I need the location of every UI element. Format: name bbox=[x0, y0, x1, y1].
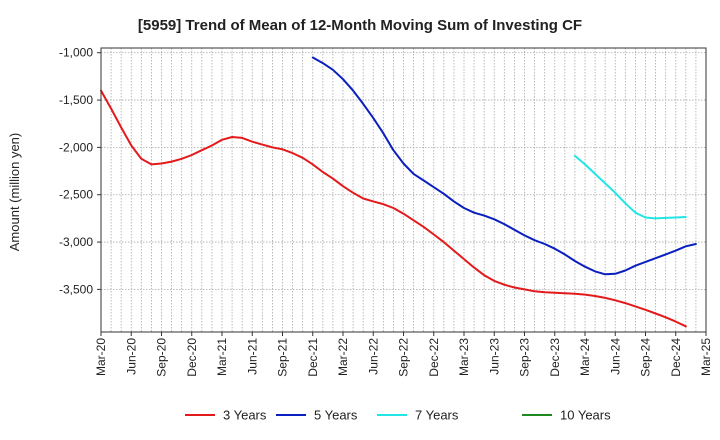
series-line-5-years bbox=[311, 56, 697, 276]
chart-title: [5959] Trend of Mean of 12-Month Moving … bbox=[138, 17, 582, 34]
y-tick-label: -2,000 bbox=[59, 140, 93, 154]
x-tick-label: Mar-20 bbox=[94, 338, 108, 376]
x-tick-label: Dec-21 bbox=[306, 338, 320, 377]
x-tick-label: Mar-25 bbox=[699, 338, 713, 376]
x-tick-label: Mar-21 bbox=[215, 338, 229, 376]
x-tick-label: Dec-22 bbox=[427, 338, 441, 377]
x-tick-label: Jun-22 bbox=[366, 338, 380, 375]
series-layer bbox=[100, 56, 697, 328]
x-tick-label: Jun-24 bbox=[608, 338, 622, 375]
legend-label: 3 Years bbox=[223, 408, 267, 423]
legend: 3 Years 5 Years 7 Years 10 Years bbox=[185, 408, 611, 423]
legend-label: 7 Years bbox=[415, 408, 459, 423]
y-tick-label: -3,000 bbox=[59, 235, 93, 249]
y-tick-label: -3,500 bbox=[59, 282, 93, 296]
x-axis-ticks: Mar-20 Jun-20 Sep-20 Dec-20 Mar-21 Jun-21 Sep-… bbox=[94, 332, 713, 377]
y-axis-label: Amount (million yen) bbox=[7, 133, 22, 252]
y-axis-ticks: -1,000 -1,500 -2,000 -2,500 -3,000 -3,500 bbox=[59, 46, 101, 296]
x-tick-label: Dec-20 bbox=[185, 338, 199, 377]
legend-label: 5 Years bbox=[314, 408, 358, 423]
x-tick-label: Sep-24 bbox=[639, 338, 653, 377]
y-tick-label: -2,500 bbox=[59, 188, 93, 202]
x-tick-label: Jun-20 bbox=[124, 338, 138, 375]
series-line-7-years bbox=[573, 154, 687, 220]
x-tick-label: Jun-23 bbox=[487, 338, 501, 375]
x-tick-label: Sep-22 bbox=[397, 338, 411, 377]
x-tick-label: Mar-24 bbox=[578, 338, 592, 376]
x-tick-label: Sep-23 bbox=[518, 338, 532, 377]
x-tick-label: Sep-21 bbox=[276, 338, 290, 377]
x-tick-label: Mar-23 bbox=[457, 338, 471, 376]
x-tick-label: Dec-23 bbox=[548, 338, 562, 377]
grid-lines bbox=[100, 48, 707, 332]
x-tick-label: Dec-24 bbox=[669, 338, 683, 377]
y-tick-label: -1,500 bbox=[59, 93, 93, 107]
x-tick-label: Sep-20 bbox=[155, 338, 169, 377]
legend-label: 10 Years bbox=[560, 408, 611, 423]
y-tick-label: -1,000 bbox=[59, 46, 93, 60]
x-tick-label: Jun-21 bbox=[245, 338, 259, 375]
series-line-3-years bbox=[100, 89, 687, 328]
x-tick-label: Mar-22 bbox=[336, 338, 350, 376]
